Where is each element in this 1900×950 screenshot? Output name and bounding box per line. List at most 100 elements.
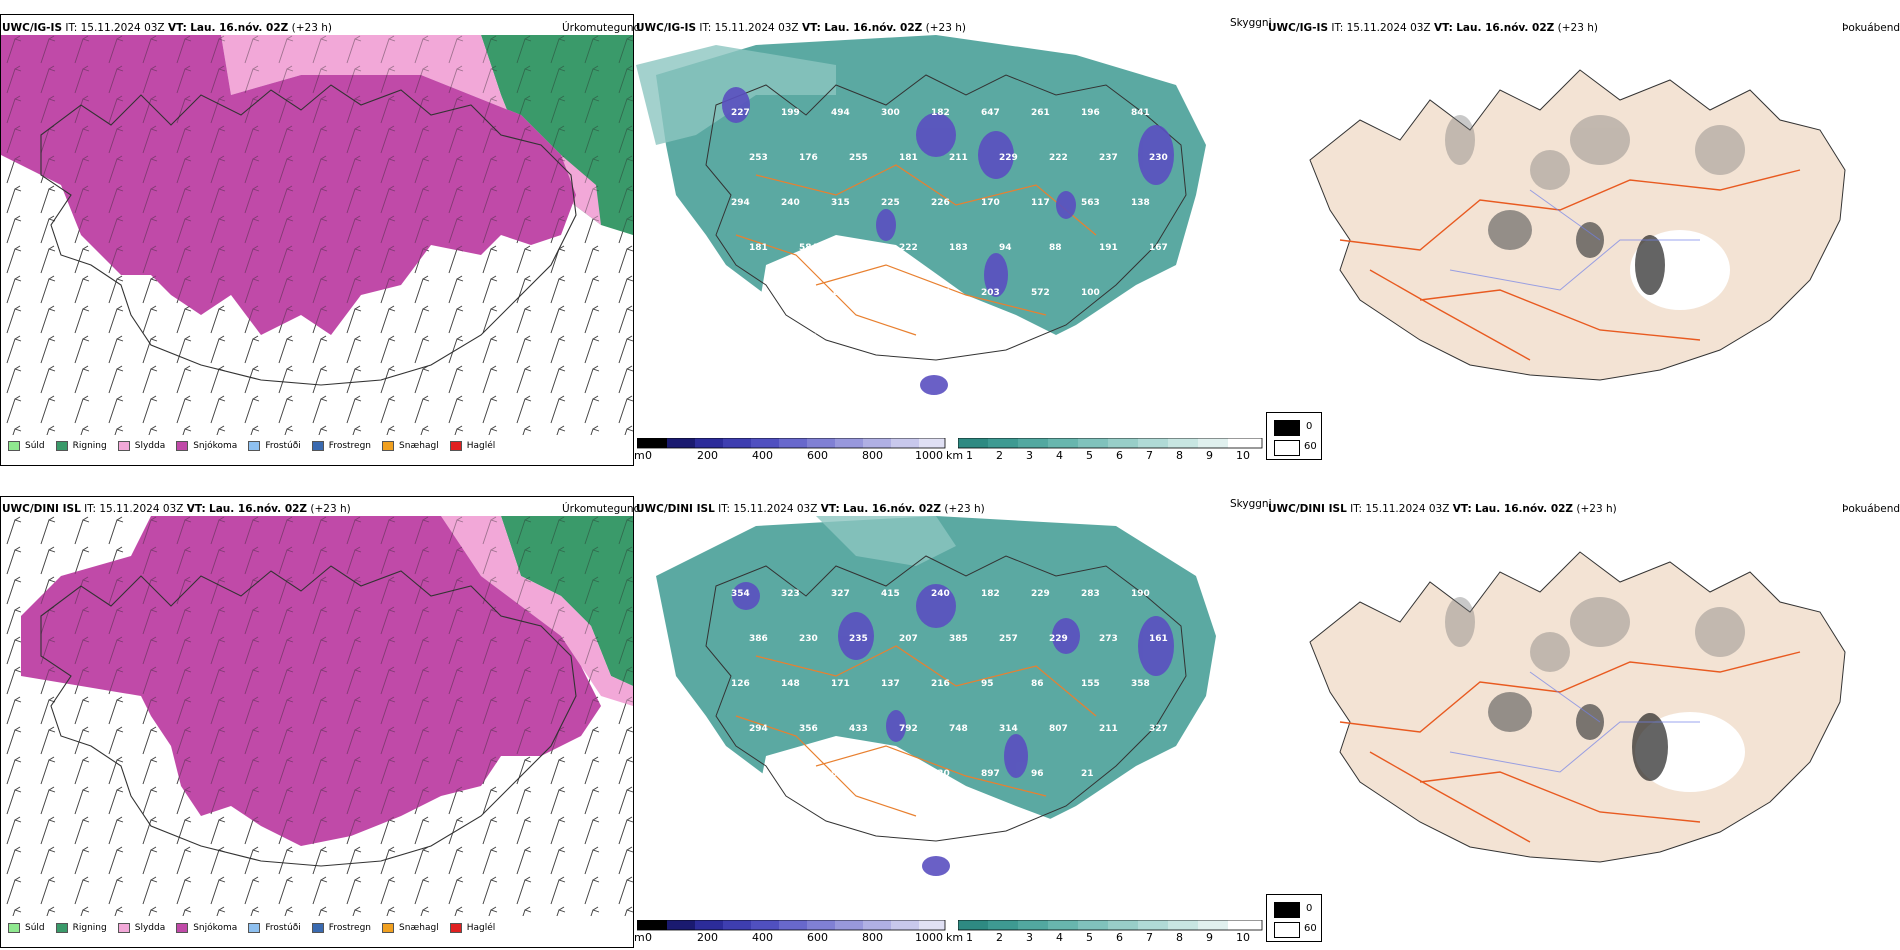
model-name: UWC/IG-IS [2,22,63,34]
ceiling-value: 897 [981,769,1000,779]
ceiling-value: 240 [781,198,800,208]
ceiling-value: 117 [1031,198,1050,208]
valid-time: Lau. 16.nóv. 02Z [190,22,289,34]
ceiling-value: 907 [849,243,868,253]
ceiling-value: 216 [931,679,950,689]
ceiling-value: 192 [781,769,800,779]
cloud-title-row2: Skyggni [1230,498,1272,510]
fog-map-row2[interactable] [1300,522,1860,902]
ceiling-value: 171 [831,679,850,689]
cloud-header-row2: UWC/DINI ISL IT: 15.11.2024 03Z VT: Lau.… [636,503,985,515]
precip-title-row1: Úrkomutegund [562,22,641,34]
ceiling-value: 841 [1131,108,1150,118]
ceiling-value: 255 [849,153,868,163]
fog-map-row1[interactable] [1300,40,1860,420]
ceiling-value: 300 [881,108,900,118]
ceiling-value: 494 [831,108,850,118]
ceiling-value: 170 [981,198,1000,208]
ceiling-value: 315 [831,198,850,208]
precip-header-row2: UWC/DINI ISL IT: 15.11.2024 03Z VT: Lau.… [2,503,351,515]
ceiling-value: 572 [1031,288,1050,298]
ceiling-value: 273 [1099,634,1118,644]
ceiling-value: 330 [931,769,950,779]
ceiling-value: 100 [1081,288,1100,298]
ceiling-value: 748 [949,724,968,734]
ceiling-value: 94 [999,243,1012,253]
ceiling-value: 68 [1131,288,1144,298]
legend-item-snjokoma: Snjókoma [176,441,237,451]
ceiling-value: 137 [881,679,900,689]
ceiling-value: 155 [1081,679,1100,689]
ceiling-value: 314 [999,724,1018,734]
ceiling-value: 327 [1149,724,1168,734]
ceiling-value: 92 [881,769,894,779]
ceiling-colorbar-row2 [637,920,946,931]
ceiling-value: 211 [1099,724,1118,734]
ceiling-value: 182 [931,108,950,118]
ceiling-value: 211 [949,153,968,163]
ceiling-value: 327 [831,589,850,599]
ceiling-value: 222 [1049,153,1068,163]
ceiling-value: 240 [931,589,950,599]
precip-map-row1[interactable] [1,35,633,455]
visibility-colorbar-row1 [958,438,1263,449]
ceiling-value: 356 [799,724,818,734]
ceiling-value: 647 [981,108,1000,118]
issue-time: 15.11.2024 03Z [80,22,165,34]
ceiling-value: 191 [1099,243,1118,253]
lead-time: (+23 h) [291,22,332,34]
ceiling-value: 229 [999,153,1018,163]
legend-item-slydda: Slydda [117,441,165,451]
ceiling-value: 183 [949,243,968,253]
ceiling-value: 78 [949,333,962,343]
ceiling-value: 792 [899,724,918,734]
ceiling-value: 126 [749,333,768,343]
ceiling-value: 294 [731,198,750,208]
ceiling-value: 354 [731,589,750,599]
legend-item-hagl: Haglél [449,441,495,451]
ceiling-value: 199 [781,108,800,118]
ceiling-value: 227 [731,108,750,118]
fog-title-row1: Þokuábendi [1842,22,1900,34]
precip-title-row2: Úrkomutegund [562,503,641,515]
vis-bar-unit-row1: km [946,449,964,462]
ceiling-value: 807 [1049,724,1068,734]
precip-map-row2[interactable] [1,516,633,936]
precip-legend-row2: Súld Rigning Slydda Snjókoma Frostúði Fr… [8,923,506,933]
ceiling-value: 230 [799,634,818,644]
visibility-colorbar-row2 [958,920,1263,931]
ceiling-value: 358 [1131,679,1150,689]
ceiling-value: 203 [981,288,1000,298]
ceiling-value: 259 [881,288,900,298]
ceiling-value: 226 [931,198,950,208]
fog-title-row2: Þokuábendi [1842,503,1900,515]
cloud-map-row1[interactable]: 227 199 494 300 182 647 261 196 841 253 176 255 181 2… [636,35,1236,435]
ceiling-value: 217 [781,288,800,298]
ceiling-colorbar-row1 [637,438,946,449]
ceiling-value: 323 [781,589,800,599]
ceiling-value: 235 [849,634,868,644]
precip-header-row1: UWC/IG-IS IT: 15.11.2024 03Z VT: Lau. 16… [2,22,332,34]
legend-item-snaehagl: Snæhagl [382,441,439,451]
ceiling-value: 231 [799,333,818,343]
fog-scale-black-row1 [1274,420,1300,436]
ceiling-value: 270 [731,288,750,298]
ceiling-value: 222 [899,243,918,253]
ceiling-value: 181 [899,153,918,163]
cloud-map-row2[interactable]: 354 323 327 415 240 182 229 283 190 386 230 235 207 3… [636,516,1236,916]
ceiling-value: 229 [1049,634,1068,644]
ceiling-value: 257 [999,634,1018,644]
legend-item-sull: Súld [8,441,45,451]
ceiling-value: 95 [981,679,994,689]
ceiling-value: 229 [1031,589,1050,599]
ceiling-value: 190 [1131,589,1150,599]
ceiling-value: 88 [831,769,844,779]
ceiling-value: 86 [1031,679,1044,689]
ceiling-value: 563 [1081,198,1100,208]
fog-header-row2: UWC/DINI ISL IT: 15.11.2024 03Z VT: Lau.… [1268,503,1617,515]
ceiling-value: 96 [1031,769,1044,779]
legend-item-frostudi: Frostúði [248,441,301,451]
ceiling-value: 148 [781,679,800,689]
ceiling-value: 261 [1031,108,1050,118]
ceiling-value: 385 [949,634,968,644]
